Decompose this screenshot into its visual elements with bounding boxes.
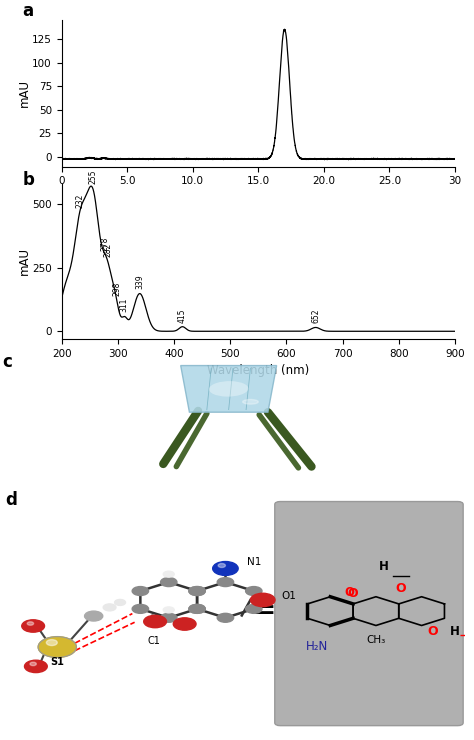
Circle shape	[189, 587, 205, 596]
Circle shape	[228, 439, 238, 443]
Circle shape	[25, 660, 47, 673]
Text: S1: S1	[50, 657, 64, 667]
Text: 278: 278	[101, 237, 110, 251]
Text: O1: O1	[282, 591, 297, 601]
X-axis label: Retention time (min): Retention time (min)	[197, 192, 320, 205]
Text: 232: 232	[75, 194, 84, 209]
Circle shape	[250, 425, 259, 428]
Circle shape	[30, 662, 36, 666]
Circle shape	[163, 571, 174, 577]
Circle shape	[246, 605, 262, 613]
Text: O: O	[345, 586, 355, 599]
Circle shape	[189, 605, 205, 613]
X-axis label: Wavelength (nm): Wavelength (nm)	[207, 364, 310, 377]
Text: b: b	[22, 171, 34, 189]
Text: 415: 415	[178, 308, 187, 323]
FancyBboxPatch shape	[275, 502, 463, 726]
Text: O: O	[427, 625, 438, 638]
Circle shape	[132, 605, 148, 613]
Text: H₂N: H₂N	[306, 639, 328, 653]
Text: d: d	[5, 491, 17, 509]
Text: C1: C1	[148, 636, 161, 646]
Text: 652: 652	[311, 309, 320, 323]
Circle shape	[38, 636, 76, 657]
Circle shape	[115, 599, 126, 605]
Y-axis label: mAU: mAU	[18, 79, 31, 107]
Circle shape	[218, 564, 226, 568]
Text: a: a	[22, 2, 33, 21]
Text: N1: N1	[247, 557, 262, 568]
Circle shape	[173, 618, 196, 630]
Circle shape	[103, 604, 116, 610]
Circle shape	[217, 613, 234, 622]
Circle shape	[250, 593, 275, 607]
Circle shape	[84, 611, 103, 621]
Ellipse shape	[209, 381, 248, 397]
Circle shape	[217, 578, 234, 587]
Text: O: O	[347, 587, 357, 599]
Circle shape	[144, 616, 166, 628]
Text: CH₃: CH₃	[366, 635, 385, 645]
Circle shape	[246, 587, 262, 596]
Circle shape	[132, 587, 148, 596]
Text: ≡: ≡	[248, 591, 276, 624]
Text: 298: 298	[112, 281, 121, 296]
Circle shape	[27, 622, 34, 625]
Y-axis label: mAU: mAU	[18, 247, 31, 275]
Text: O: O	[396, 582, 406, 594]
Circle shape	[161, 578, 177, 587]
Text: c: c	[2, 353, 12, 371]
Circle shape	[243, 400, 258, 404]
Circle shape	[189, 605, 205, 613]
Text: 282: 282	[103, 243, 112, 257]
Circle shape	[189, 587, 205, 596]
Text: 339: 339	[135, 275, 144, 289]
Circle shape	[163, 607, 174, 613]
Circle shape	[161, 613, 177, 622]
Circle shape	[46, 639, 57, 645]
Text: 311: 311	[119, 298, 128, 312]
Circle shape	[213, 562, 238, 576]
Text: 255: 255	[88, 169, 97, 184]
Text: H: H	[379, 560, 389, 574]
Circle shape	[22, 620, 45, 632]
Polygon shape	[181, 366, 277, 412]
Text: H: H	[450, 625, 460, 638]
